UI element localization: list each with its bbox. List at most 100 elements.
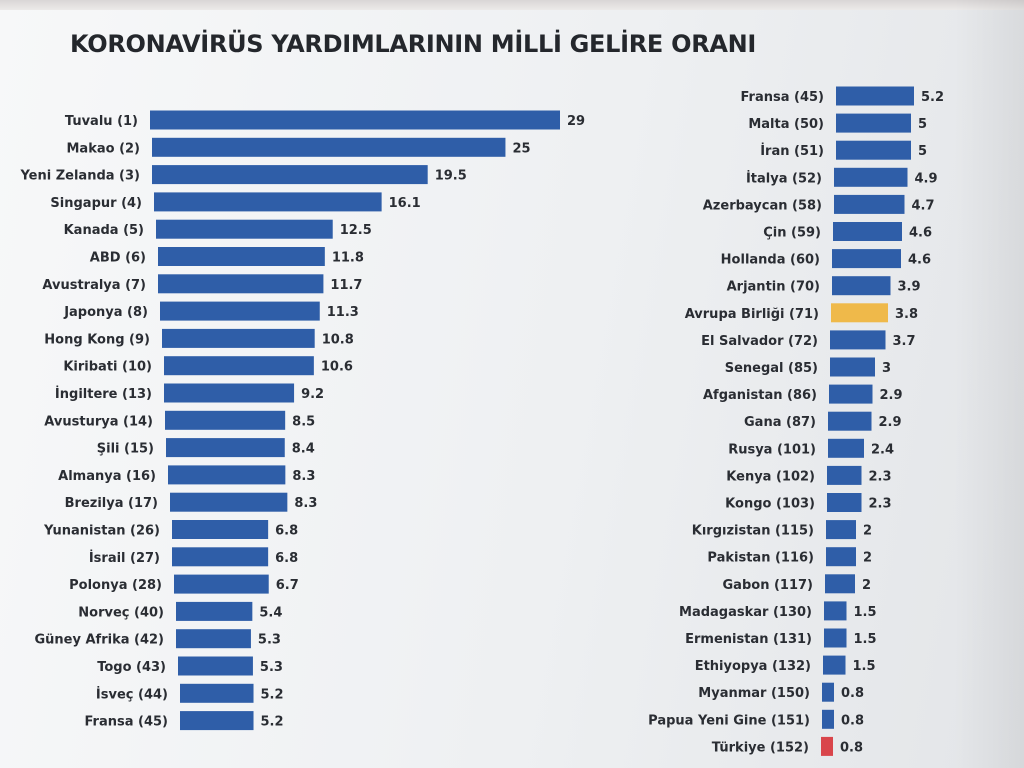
bar <box>170 492 288 512</box>
value-label: 2.3 <box>869 469 892 484</box>
value-label: 4.6 <box>908 253 931 268</box>
bar <box>833 222 902 241</box>
category-label: Tuvalu (1) <box>65 114 138 129</box>
value-label: 6.8 <box>275 551 298 566</box>
category-label: Pakistan (116) <box>707 551 814 566</box>
value-label: 4.6 <box>909 226 932 241</box>
category-label: İran (51) <box>760 143 824 159</box>
category-label: Avustralya (7) <box>42 278 146 293</box>
category-label: Gabon (117) <box>723 578 813 593</box>
value-label: 8.3 <box>294 496 317 511</box>
bar <box>832 276 891 296</box>
bar <box>827 465 862 485</box>
bar <box>164 383 295 403</box>
value-label: 0.8 <box>841 686 864 701</box>
bar <box>180 683 254 703</box>
category-label: Fransa (45) <box>85 715 169 730</box>
value-label: 6.8 <box>275 524 298 539</box>
value-label: 0.8 <box>840 740 863 755</box>
value-label: 4.9 <box>915 171 938 186</box>
bar <box>836 86 914 106</box>
bar <box>826 520 856 540</box>
value-label: 25 <box>512 141 530 156</box>
category-label: Madagaskar (130) <box>679 605 812 620</box>
bar <box>821 736 833 756</box>
category-label: Kenya (102) <box>726 469 815 484</box>
bar <box>823 655 846 675</box>
category-label: Kiribati (10) <box>63 360 152 375</box>
bar <box>165 410 286 430</box>
value-label: 3.9 <box>898 280 921 295</box>
value-label: 8.5 <box>292 414 315 429</box>
category-label: Gana (87) <box>744 415 816 430</box>
category-label: İsrail (27) <box>89 550 160 566</box>
bar <box>176 629 251 649</box>
category-label: Rusya (101) <box>728 442 816 457</box>
value-label: 5.4 <box>259 605 282 620</box>
category-label: Kanada (5) <box>64 223 144 238</box>
bar <box>172 547 269 567</box>
category-label: Japonya (8) <box>63 305 148 320</box>
value-label: 2.9 <box>880 388 903 403</box>
bar <box>158 247 325 266</box>
bar <box>822 682 834 702</box>
value-label: 16.1 <box>389 196 421 211</box>
category-label: Almanya (16) <box>58 469 156 484</box>
category-label: Avusturya (14) <box>44 414 153 429</box>
value-label: 4.7 <box>912 198 935 213</box>
category-label: Makao (2) <box>66 141 140 156</box>
bar <box>178 656 253 676</box>
value-label: 5.2 <box>261 715 284 730</box>
category-label: Hong Kong (9) <box>44 332 150 347</box>
bar <box>832 249 901 269</box>
bar <box>825 574 855 594</box>
bar <box>164 356 314 376</box>
cropped-header-strip <box>0 0 1024 10</box>
category-label: Afganistan (86) <box>703 388 817 403</box>
bar <box>824 628 847 648</box>
value-label: 5.2 <box>261 687 284 702</box>
category-label: Hollanda (60) <box>721 253 820 268</box>
value-label: 0.8 <box>841 713 864 728</box>
bar <box>828 411 872 431</box>
bar <box>152 137 506 157</box>
bar <box>828 438 864 458</box>
value-label: 1.5 <box>854 605 877 620</box>
bar <box>831 303 888 323</box>
value-label: 3 <box>882 361 891 376</box>
category-label: Azerbaycan (58) <box>703 198 822 213</box>
bar <box>822 709 834 729</box>
category-label: Çin (59) <box>763 226 821 241</box>
value-label: 2.9 <box>879 415 902 430</box>
value-label: 5.2 <box>921 90 944 105</box>
category-label: Kırgızistan (115) <box>692 524 814 539</box>
value-label: 9.2 <box>301 387 324 402</box>
category-label: İsveç (44) <box>96 686 168 702</box>
value-label: 2.3 <box>869 497 892 512</box>
value-label: 11.7 <box>330 278 362 293</box>
value-label: 2.4 <box>871 442 894 457</box>
category-label: ABD (6) <box>90 251 146 266</box>
bar <box>156 219 333 239</box>
category-label: El Salvador (72) <box>701 334 818 349</box>
bar <box>829 384 873 404</box>
bar <box>824 601 847 621</box>
bar <box>160 301 320 321</box>
value-label: 2 <box>863 524 872 539</box>
value-label: 8.4 <box>292 442 315 457</box>
category-label: Şili (15) <box>97 442 154 457</box>
value-label: 5 <box>918 117 927 132</box>
value-label: 6.7 <box>276 578 299 593</box>
category-label: Myanmar (150) <box>698 686 810 701</box>
category-label: Brezilya (17) <box>65 496 158 511</box>
value-label: 3.7 <box>893 334 916 349</box>
category-label: Papua Yeni Gine (151) <box>648 713 810 728</box>
value-label: 1.5 <box>854 632 877 647</box>
value-label: 5 <box>918 144 927 159</box>
category-label: İngiltere (13) <box>55 386 152 402</box>
value-label: 8.3 <box>292 469 315 484</box>
category-label: Yeni Zelanda (3) <box>19 169 140 184</box>
bar <box>830 357 875 377</box>
category-label: Fransa (45) <box>741 90 825 105</box>
